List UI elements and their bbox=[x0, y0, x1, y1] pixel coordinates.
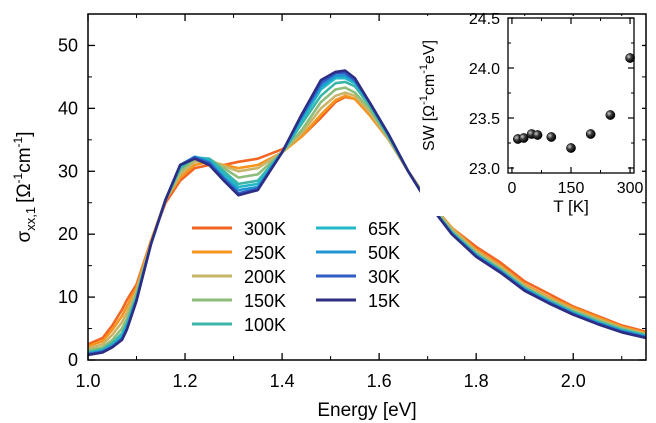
inset-point-30K bbox=[518, 133, 529, 143]
x-tick-label-1.6: 1.6 bbox=[367, 371, 392, 391]
main-y-axis-unit-cm: cm bbox=[14, 147, 35, 172]
legend-label-65K: 65K bbox=[368, 219, 400, 239]
legend-label-150K: 150K bbox=[244, 291, 286, 311]
main-y-axis-subscript: xx,1 bbox=[23, 207, 38, 231]
inset-point-300K bbox=[625, 53, 635, 63]
y-tick-label-30: 30 bbox=[58, 161, 78, 181]
main-y-axis-label: σxx,1[Ω-1cm-1] bbox=[11, 131, 38, 242]
main-plot: 1.0 1.2 1.4 1.6 1.8 2.0 0 10 20 30 40 50 Energy [eV… bbox=[11, 13, 647, 421]
legend-label-50K: 50K bbox=[368, 243, 400, 263]
inset-y-axis-unit-cm: cm bbox=[421, 74, 438, 95]
legend-label-200K: 200K bbox=[244, 267, 286, 287]
inset-y-tick-label-23.5: 23.5 bbox=[469, 111, 500, 128]
x-tick-label-1.0: 1.0 bbox=[75, 371, 100, 391]
inset-points-group bbox=[512, 53, 635, 153]
inset-y-tick-label-24.5: 24.5 bbox=[469, 11, 500, 28]
inset-x-tick-label-300: 300 bbox=[617, 180, 644, 197]
inset-x-axis-label: T [K] bbox=[553, 197, 589, 216]
legend: 300K 250K 200K 150K 100K 65K 50K 30K 15K bbox=[192, 219, 400, 335]
main-y-axis-unit-close: ] bbox=[14, 131, 35, 136]
inset-axis-ticks: 0 150 300 23.0 23.5 24.0 24.5 bbox=[469, 11, 644, 197]
legend-label-300K: 300K bbox=[244, 219, 286, 239]
main-plot-frame bbox=[87, 13, 647, 361]
x-tick-label-1.8: 1.8 bbox=[464, 371, 489, 391]
main-y-axis-unit-exp1: -1 bbox=[11, 172, 25, 183]
inset-point-200K bbox=[585, 129, 596, 139]
inset-background bbox=[420, 16, 642, 216]
y-tick-label-40: 40 bbox=[58, 98, 78, 118]
x-tick-label-2.0: 2.0 bbox=[561, 371, 586, 391]
main-axis-ticks: 1.0 1.2 1.4 1.6 1.8 2.0 0 10 20 30 40 50 bbox=[58, 14, 646, 391]
main-y-axis-unit-exp2: -1 bbox=[11, 136, 25, 147]
inset-y-axis-unit-exp2: -1 bbox=[418, 64, 430, 74]
inset-y-axis-unit-exp1: -1 bbox=[418, 95, 430, 105]
x-tick-label-1.4: 1.4 bbox=[270, 371, 295, 391]
main-series-group bbox=[87, 69, 647, 357]
inset-y-axis-symbol: SW bbox=[421, 124, 438, 151]
y-tick-label-0: 0 bbox=[68, 350, 78, 370]
series-line-15K bbox=[87, 69, 647, 357]
inset-y-tick-label-23.0: 23.0 bbox=[469, 161, 500, 178]
inset-y-axis-label: SW[Ω-1cm-1eV] bbox=[418, 40, 438, 151]
legend-label-30K: 30K bbox=[368, 267, 400, 287]
main-y-axis-unit: [Ω bbox=[14, 183, 35, 202]
y-tick-label-50: 50 bbox=[58, 35, 78, 55]
inset-x-tick-label-0: 0 bbox=[507, 180, 516, 197]
inset-point-100K bbox=[546, 132, 557, 142]
legend-label-100K: 100K bbox=[244, 315, 286, 335]
inset-y-axis-unit: [Ω bbox=[421, 105, 438, 121]
main-y-axis-symbol: σ bbox=[14, 231, 35, 243]
y-tick-label-20: 20 bbox=[58, 224, 78, 244]
inset-y-tick-label-24.0: 24.0 bbox=[469, 61, 500, 78]
x-tick-label-1.2: 1.2 bbox=[173, 371, 198, 391]
inset-point-250K bbox=[605, 110, 616, 120]
inset-x-tick-label-150: 150 bbox=[558, 180, 585, 197]
inset-point-65K bbox=[532, 130, 543, 140]
inset-y-axis-unit-close: eV] bbox=[421, 40, 438, 64]
y-tick-label-10: 10 bbox=[58, 287, 78, 307]
legend-label-15K: 15K bbox=[368, 291, 400, 311]
legend-label-250K: 250K bbox=[244, 243, 286, 263]
inset-point-150K bbox=[566, 143, 576, 153]
main-x-axis-label: Energy [eV] bbox=[317, 400, 416, 421]
